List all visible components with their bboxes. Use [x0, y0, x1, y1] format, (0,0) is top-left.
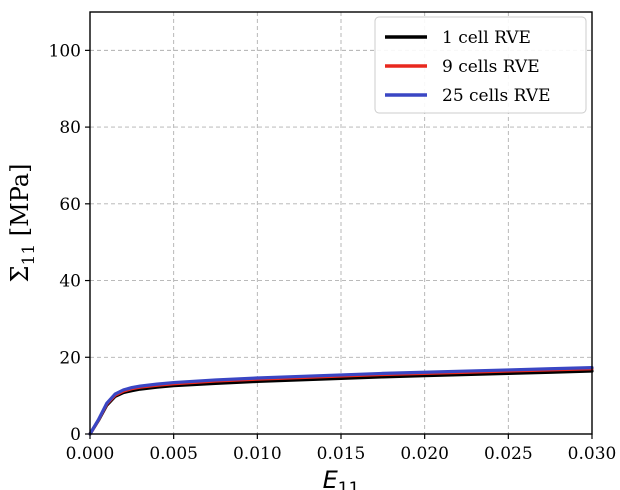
legend-label: 25 cells RVE [442, 86, 551, 106]
legend-label: 9 cells RVE [442, 57, 540, 77]
legend-label: 1 cell RVE [442, 28, 531, 48]
x-tick-label: 0.010 [233, 444, 282, 464]
x-tick-label: 0.005 [149, 444, 198, 464]
y-tick-label: 100 [49, 41, 81, 61]
y-tick-label: 80 [59, 118, 81, 138]
x-tick-label: 0.025 [484, 444, 533, 464]
series-lines [88, 366, 594, 436]
y-tick-label: 20 [59, 348, 81, 368]
y-axis-label: Σ11 [MPa] [6, 164, 39, 283]
x-tick-label: 0.015 [317, 444, 366, 464]
series-line-3 [88, 366, 594, 436]
axis-ticks: 0.000 0.005 0.010 0.015 0.020 0.025 0.030 0 20 40… [49, 41, 617, 464]
y-tick-label: 0 [70, 425, 81, 445]
legend-box [374, 16, 587, 114]
y-tick-label: 60 [59, 195, 81, 215]
x-tick-label: 0.030 [568, 444, 617, 464]
x-tick-label: 0.020 [400, 444, 449, 464]
x-axis-label: E11 [323, 466, 360, 490]
x-tick-label: 0.000 [66, 444, 115, 464]
y-tick-label: 40 [59, 272, 81, 292]
legend: 1 cell RVE 9 cells RVE 25 cells RVE [374, 16, 587, 114]
